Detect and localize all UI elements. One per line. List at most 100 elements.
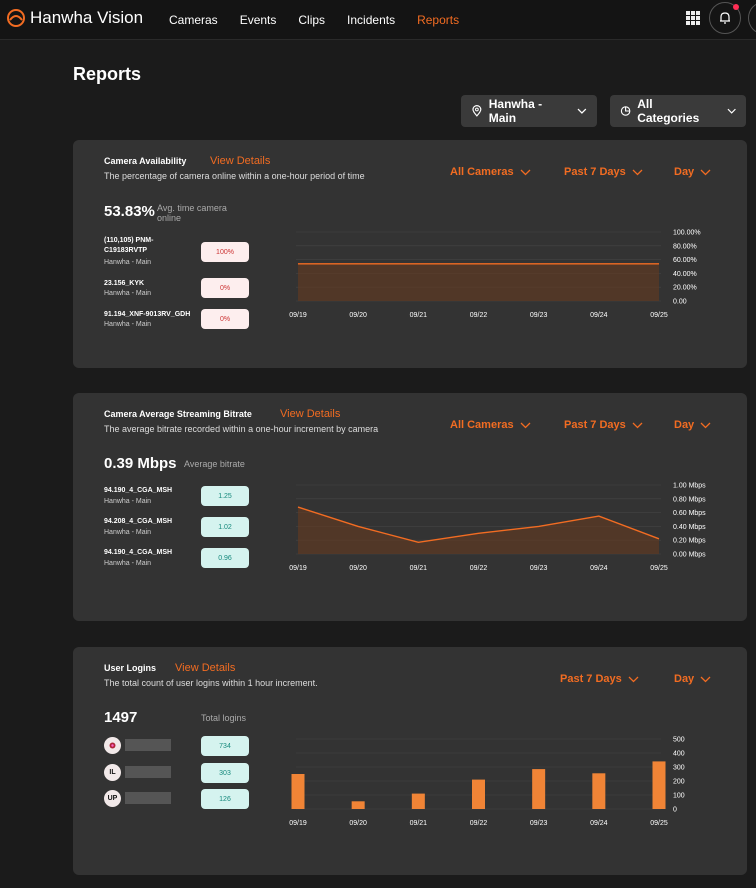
range-filter-dropdown[interactable]: Past 7 Days bbox=[560, 673, 639, 685]
y-tick-label: 0.60 Mbps bbox=[673, 510, 706, 517]
bar[interactable] bbox=[472, 779, 485, 809]
category-filter-dropdown[interactable]: All Categories bbox=[610, 95, 746, 127]
filter-label: Day bbox=[674, 673, 695, 685]
bitrate-badge: 1.25 bbox=[201, 486, 249, 506]
filter-label: Past 7 Days bbox=[564, 419, 626, 431]
x-tick-label: 09/22 bbox=[470, 312, 488, 319]
filter-label: All Cameras bbox=[450, 419, 514, 431]
pie-chart-icon bbox=[620, 106, 631, 116]
nav-events[interactable]: Events bbox=[239, 13, 277, 27]
filter-label: Past 7 Days bbox=[560, 673, 622, 685]
view-details-link[interactable]: View Details bbox=[210, 155, 271, 167]
chevron-down-icon bbox=[632, 169, 643, 175]
camera-name: (110,105) PNM-C19183RVTP bbox=[104, 237, 154, 254]
chevron-down-icon bbox=[577, 108, 587, 114]
y-tick-label: 500 bbox=[673, 737, 685, 744]
availability-badge: 0% bbox=[201, 309, 249, 329]
y-tick-label: 0.20 Mbps bbox=[673, 538, 706, 545]
x-tick-label: 09/23 bbox=[530, 565, 548, 572]
summary-label: Average bitrate bbox=[184, 459, 245, 469]
range-filter-dropdown[interactable]: Past 7 Days bbox=[564, 419, 643, 431]
y-tick-label: 1.00 Mbps bbox=[673, 483, 706, 490]
site-filter-value: Hanwha - Main bbox=[488, 97, 543, 125]
nav-reports[interactable]: Reports bbox=[417, 13, 460, 27]
summary-value: 53.83% bbox=[104, 203, 155, 220]
range-filter-dropdown[interactable]: Past 7 Days bbox=[564, 166, 643, 178]
y-tick-label: 40.00% bbox=[673, 271, 697, 278]
availability-badge: 0% bbox=[201, 278, 249, 298]
chevron-down-icon bbox=[727, 108, 736, 114]
x-tick-label: 09/22 bbox=[470, 565, 488, 572]
chevron-down-icon bbox=[628, 676, 639, 682]
y-tick-label: 60.00% bbox=[673, 257, 697, 264]
x-tick-label: 09/20 bbox=[349, 565, 367, 572]
chevron-down-icon bbox=[632, 422, 643, 428]
x-tick-label: 09/23 bbox=[530, 312, 548, 319]
bar[interactable] bbox=[351, 801, 365, 809]
login-count-badge: 303 bbox=[201, 763, 249, 783]
summary-label: Avg. time camera online bbox=[157, 203, 227, 223]
top-bar: Hanwha Vision Cameras Events Clips Incid… bbox=[0, 0, 756, 40]
bar[interactable] bbox=[291, 774, 305, 809]
view-details-link[interactable]: View Details bbox=[175, 662, 236, 674]
bar[interactable] bbox=[532, 769, 546, 809]
bar[interactable] bbox=[592, 773, 606, 809]
nav-clips[interactable]: Clips bbox=[298, 13, 326, 27]
apps-grid-icon[interactable] bbox=[686, 11, 700, 25]
bitrate-card: Camera Average Streaming Bitrate View De… bbox=[73, 393, 747, 621]
x-tick-label: 09/21 bbox=[410, 312, 428, 319]
area-fill bbox=[298, 263, 659, 301]
availability-card: Camera Availability View Details The per… bbox=[73, 140, 747, 368]
x-tick-label: 09/25 bbox=[650, 565, 668, 572]
bell-icon bbox=[720, 12, 730, 24]
bitrate-badge: 0.96 bbox=[201, 548, 249, 568]
filter-label: Day bbox=[674, 419, 695, 431]
camera-site: Hanwha - Main bbox=[104, 259, 152, 266]
x-tick-label: 09/23 bbox=[530, 820, 548, 827]
site-filter-dropdown[interactable]: Hanwha - Main bbox=[461, 95, 597, 127]
hanwha-logo-icon bbox=[7, 9, 25, 27]
bar[interactable] bbox=[411, 793, 425, 809]
camera-site: Hanwha - Main bbox=[104, 560, 152, 567]
camera-filter-dropdown[interactable]: All Cameras bbox=[450, 166, 531, 178]
interval-filter-dropdown[interactable]: Day bbox=[674, 166, 711, 178]
y-tick-label: 20.00% bbox=[673, 285, 697, 292]
filter-label: All Cameras bbox=[450, 166, 514, 178]
camera-name: 94.208_4_CGA_MSH bbox=[104, 518, 173, 525]
user-avatar-button[interactable] bbox=[748, 2, 756, 34]
availability-badge: 100% bbox=[201, 242, 249, 262]
y-tick-label: 400 bbox=[673, 751, 685, 758]
notification-dot bbox=[733, 4, 739, 10]
y-tick-label: 300 bbox=[673, 765, 685, 772]
user-name-redacted bbox=[125, 766, 171, 778]
nav-cameras[interactable]: Cameras bbox=[169, 13, 218, 27]
brand-name: Hanwha Vision bbox=[30, 8, 144, 27]
x-tick-label: 09/25 bbox=[650, 820, 668, 827]
bitrate-badge: 1.02 bbox=[201, 517, 249, 537]
nav-incidents[interactable]: Incidents bbox=[347, 13, 396, 27]
card-title: Camera Average Streaming Bitrate bbox=[104, 409, 252, 419]
interval-filter-dropdown[interactable]: Day bbox=[674, 419, 711, 431]
chevron-down-icon bbox=[520, 169, 531, 175]
y-tick-label: 0.40 Mbps bbox=[673, 524, 706, 531]
notifications-button[interactable] bbox=[709, 2, 741, 34]
x-tick-label: 09/20 bbox=[349, 820, 367, 827]
view-details-link[interactable]: View Details bbox=[280, 408, 341, 420]
brand-logo[interactable]: Hanwha Vision bbox=[6, 8, 143, 28]
interval-filter-dropdown[interactable]: Day bbox=[674, 673, 711, 685]
chevron-down-icon bbox=[700, 422, 711, 428]
x-tick-label: 09/24 bbox=[590, 820, 608, 827]
user-avatar: IL bbox=[104, 764, 121, 781]
logins-chart: 0 100 200 300 400 500 09/19 09/20 09/21 09/22 09/2… bbox=[289, 737, 685, 828]
y-tick-label: 0.00 Mbps bbox=[673, 552, 706, 559]
user-avatar bbox=[104, 737, 121, 754]
chevron-down-icon bbox=[520, 422, 531, 428]
camera-site: Hanwha - Main bbox=[104, 321, 152, 328]
y-tick-label: 200 bbox=[673, 779, 685, 786]
x-tick-label: 09/20 bbox=[349, 312, 367, 319]
x-tick-label: 09/19 bbox=[289, 565, 307, 572]
chevron-down-icon bbox=[700, 169, 711, 175]
bar[interactable] bbox=[652, 761, 666, 809]
x-tick-label: 09/21 bbox=[410, 820, 428, 827]
camera-filter-dropdown[interactable]: All Cameras bbox=[450, 419, 531, 431]
